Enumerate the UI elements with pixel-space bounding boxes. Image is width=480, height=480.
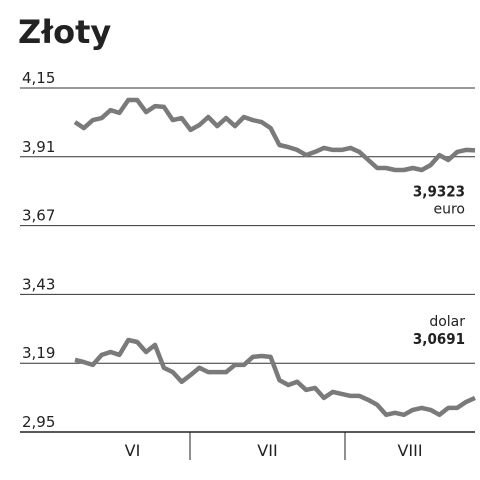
x-tick-label: VI	[125, 441, 141, 460]
y-tick-label: 3,43	[22, 275, 55, 293]
y-tick-label: 3,19	[22, 344, 55, 362]
y-tick-label: 3,91	[22, 138, 55, 156]
chart-title: Złoty	[18, 13, 111, 51]
series-name: euro	[434, 201, 466, 217]
value-label: 3,9323	[413, 182, 465, 200]
series-line	[73, 97, 476, 173]
series-line	[74, 337, 476, 418]
y-tick-label: 3,67	[22, 207, 55, 225]
y-tick-label: 4,15	[22, 69, 55, 87]
x-tick-label: VIII	[397, 441, 422, 460]
value-label: 3,0691	[413, 330, 465, 348]
y-tick-label: 2,95	[22, 413, 55, 431]
series-name: dolar	[429, 314, 465, 330]
x-tick-label: VII	[257, 441, 277, 460]
